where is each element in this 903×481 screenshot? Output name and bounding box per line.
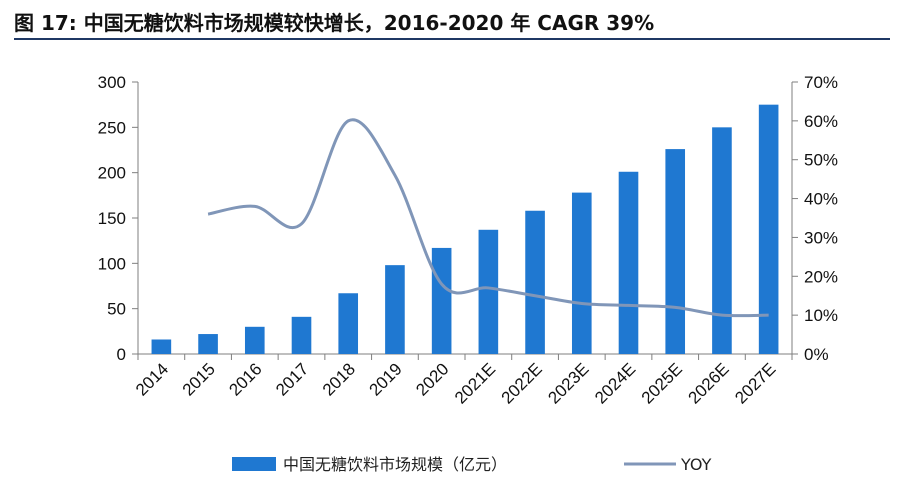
right-tick-label: 30% [804, 228, 838, 247]
bar-series [151, 104, 779, 355]
bar-2026E [712, 127, 732, 354]
chart-title: 图 17: 中国无糖饮料市场规模较快增长，2016-2020 年 CAGR 39… [14, 8, 890, 40]
legend: 中国无糖饮料市场规模（亿元） YOY [232, 455, 712, 474]
x-tick-label: 2025E [638, 359, 686, 407]
legend-swatch-market-size [232, 457, 276, 471]
x-tick-label: 2024E [591, 359, 639, 407]
left-tick-label: 250 [98, 118, 126, 137]
bar-2021E [478, 229, 499, 354]
x-tick-label: 2023E [544, 359, 592, 407]
right-tick-label: 20% [804, 267, 838, 286]
x-tick-label: 2021E [451, 359, 499, 407]
bar-2027E [758, 104, 779, 355]
right-tick-label: 0% [804, 345, 829, 364]
bar-2020 [431, 247, 452, 354]
right-tick-label: 40% [804, 190, 838, 209]
bar-2019 [385, 265, 405, 354]
x-tick-labels: 2014 2015 2016 2017 2018 2019 20202021E2022E20… [132, 359, 779, 407]
chart-axes: 0 50 100 150 200 250 300 0% 10% 20% 30% 40% 50% 60% 70… [98, 73, 838, 364]
bar-2018 [338, 293, 359, 354]
yoy-line [207, 118, 769, 318]
right-tick-label: 50% [804, 151, 838, 170]
x-tick-label: 2026E [685, 359, 733, 407]
bar-2015 [198, 334, 218, 354]
bar-2024E [618, 171, 639, 354]
bar-2014 [151, 339, 172, 354]
left-tick-label: 50 [107, 300, 126, 319]
right-tick-label: 60% [804, 112, 838, 131]
legend-label-market-size: 中国无糖饮料市场规模（亿元） [283, 455, 507, 474]
x-tick-label: 2020 [412, 359, 452, 399]
bar-2017 [291, 316, 312, 354]
bar-2023E [571, 192, 592, 354]
bar-2016 [244, 326, 265, 354]
x-tick-label: 2022E [498, 359, 546, 407]
x-tick-label: 2014 [132, 359, 172, 399]
bar-2022E [525, 210, 545, 354]
legend-label-yoy: YOY [680, 455, 712, 474]
x-tick-label: 2017 [272, 359, 312, 399]
x-tick-label: 2027E [731, 359, 779, 407]
x-tick-label: 2018 [319, 359, 359, 399]
x-tick-label: 2016 [225, 359, 265, 399]
left-tick-label: 300 [98, 73, 126, 92]
x-tick-label: 2015 [179, 359, 219, 399]
left-tick-label: 150 [98, 209, 126, 228]
right-tick-label: 10% [804, 306, 838, 325]
x-tick-label: 2019 [366, 359, 406, 399]
left-tick-label: 200 [98, 164, 126, 183]
left-tick-label: 0 [117, 345, 126, 364]
right-tick-label: 70% [804, 73, 838, 92]
bar-2025E [665, 149, 686, 354]
line-series [207, 118, 769, 318]
left-tick-label: 100 [98, 254, 126, 273]
